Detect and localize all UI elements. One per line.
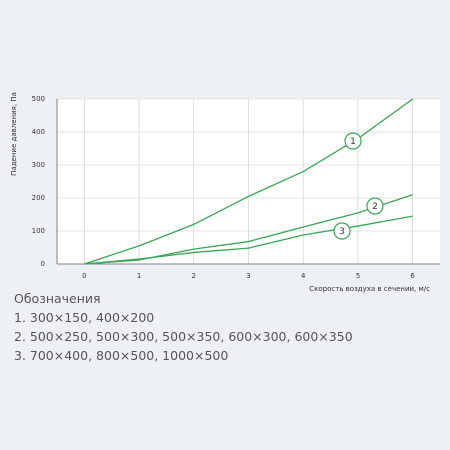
y-tick-label: 400 [32,128,45,136]
y-axis-label: Падение давления, Па [10,92,18,176]
legend-item: 3. 700×400, 800×500, 1000×500 [14,348,228,363]
y-tick-label: 100 [32,227,45,235]
series-line [84,194,413,265]
x-tick-label: 6 [410,272,415,280]
legend-title: Обозначения [14,291,101,306]
legend-item: 2. 500×250, 500×300, 500×350, 600×300, 6… [14,329,353,344]
series-name: 2 [372,202,378,212]
x-tick-label: 0 [82,272,86,280]
x-axis-label: Скорость воздуха в сечении, м/с [309,285,430,293]
y-tick-label: 500 [32,95,45,103]
series-badge [366,197,384,215]
x-tick-label: 3 [246,272,250,280]
series-name: 1 [350,137,356,147]
series-badge [344,132,362,150]
series-name: 3 [339,227,345,237]
series-badge [333,222,351,240]
y-tick-label: 200 [32,194,45,202]
x-tick-label: 4 [301,272,306,280]
x-tick-label: 5 [356,272,360,280]
x-tick-label: 2 [192,272,196,280]
legend-item: 1. 300×150, 400×200 [14,310,154,325]
x-tick-label: 1 [137,272,141,280]
y-tick-label: 0 [41,260,45,268]
series-line [84,215,413,265]
y-tick-label: 300 [32,161,45,169]
